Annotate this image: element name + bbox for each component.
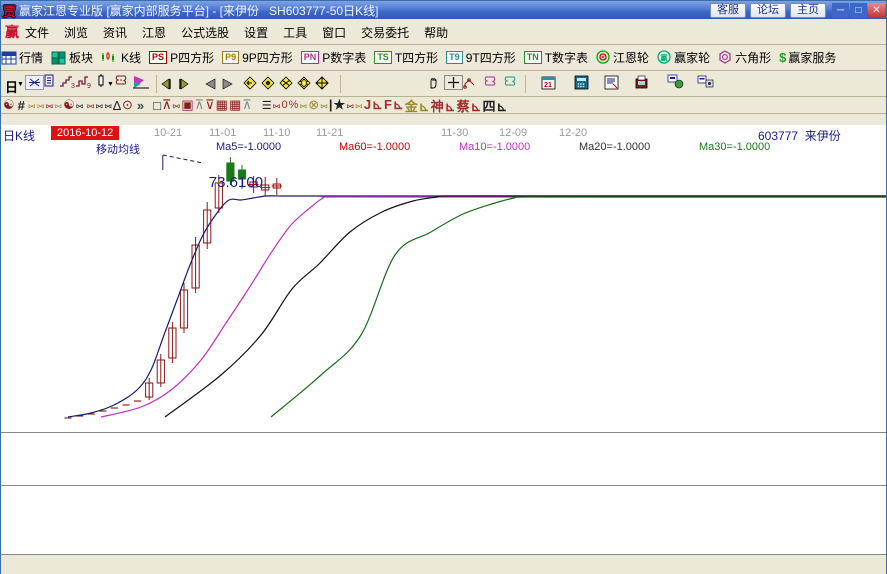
svg-text:21: 21: [544, 82, 552, 89]
svg-text:73.6100: 73.6100: [209, 174, 263, 191]
svg-text:9: 9: [87, 83, 91, 89]
svg-text:赢: 赢: [661, 53, 668, 62]
